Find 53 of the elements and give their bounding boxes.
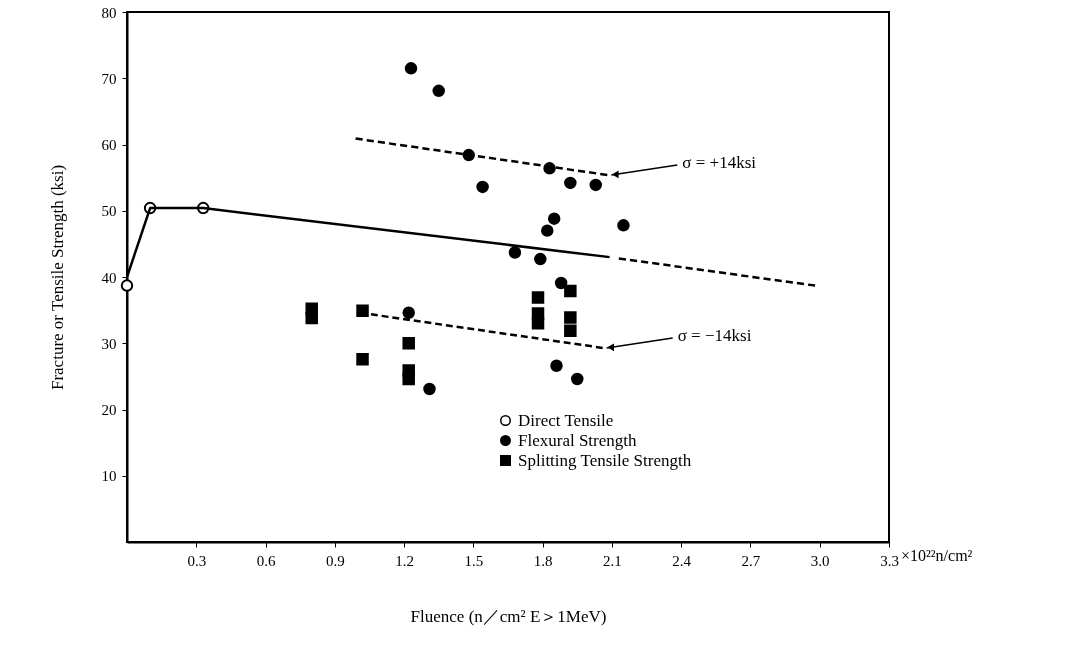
y-tick-label: 40 [101, 269, 117, 286]
x-tick-label: 0.9 [325, 552, 345, 569]
x-tick-label: 3.0 [810, 552, 830, 569]
point [305, 311, 318, 325]
y-tick-label: 20 [101, 402, 117, 418]
point [432, 84, 445, 98]
point [356, 352, 369, 366]
point [550, 359, 563, 373]
point [356, 304, 369, 318]
point [541, 224, 554, 237]
x-tick-label: 2.4 [672, 552, 692, 569]
point [564, 176, 577, 190]
y-tick-label: 60 [101, 137, 117, 153]
y-tick-label: 70 [101, 70, 117, 87]
point [564, 311, 577, 324]
x-tick-label: 2.7 [741, 552, 761, 569]
point [402, 306, 415, 320]
point [120, 279, 134, 292]
point [531, 317, 545, 330]
point [547, 212, 561, 225]
y-tick-label: 10 [101, 468, 117, 485]
x-tick-label: 1.2 [395, 552, 414, 569]
x-tick-label: 1.8 [533, 552, 553, 569]
point [589, 178, 602, 192]
x-tick-label: 2.1 [603, 552, 622, 569]
legend-label: Direct Tensile [518, 410, 614, 430]
x-tick-label: 3.3 [880, 552, 899, 569]
point [531, 291, 545, 304]
point [564, 324, 577, 337]
point [402, 337, 415, 350]
x-axis-title: Fluence (n／cm² E＞1MeV) [410, 606, 607, 626]
point [534, 252, 547, 266]
point [554, 276, 568, 290]
x-tick-label: 1.5 [464, 552, 484, 569]
legend-label: Flexural Strength [518, 430, 638, 450]
point [402, 372, 415, 386]
x-tick-label: 0.6 [256, 552, 276, 569]
y-axis-title: Fracture or Tensile Strength (ksi) [47, 164, 67, 391]
legend-label: Splitting Tensile Strength [518, 450, 692, 470]
point [404, 62, 418, 75]
y-tick-label: 30 [101, 335, 117, 352]
point [571, 372, 584, 386]
point [564, 284, 577, 298]
point [508, 246, 522, 259]
annotation: σ = +14ksi [682, 152, 757, 172]
y-tick-label: 80 [101, 4, 117, 21]
point [617, 219, 630, 232]
point [476, 180, 489, 194]
text: ×10²²n/cm² [901, 547, 973, 564]
y-tick-label: 50 [101, 203, 117, 220]
annotation: σ = −14ksi [677, 325, 752, 345]
x-tick-label: 0.3 [187, 552, 207, 569]
point [423, 382, 436, 396]
